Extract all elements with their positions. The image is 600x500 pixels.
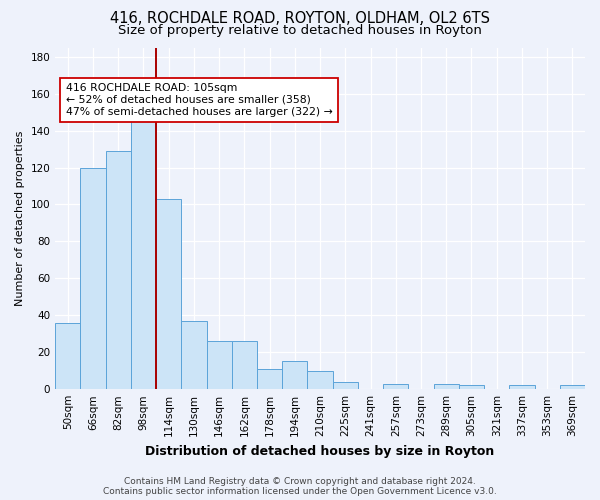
Bar	[131, 122, 156, 389]
Bar	[80, 168, 106, 389]
Bar	[332, 382, 358, 389]
Bar	[282, 362, 307, 389]
Text: 416 ROCHDALE ROAD: 105sqm
← 52% of detached houses are smaller (358)
47% of semi: 416 ROCHDALE ROAD: 105sqm ← 52% of detac…	[66, 84, 332, 116]
Bar	[181, 321, 206, 389]
Bar	[232, 341, 257, 389]
Bar	[106, 151, 131, 389]
Bar	[560, 386, 585, 389]
Bar	[434, 384, 459, 389]
Text: Contains HM Land Registry data © Crown copyright and database right 2024.
Contai: Contains HM Land Registry data © Crown c…	[103, 476, 497, 496]
Bar	[307, 370, 332, 389]
Bar	[55, 322, 80, 389]
Bar	[459, 386, 484, 389]
Bar	[206, 341, 232, 389]
Y-axis label: Number of detached properties: Number of detached properties	[15, 130, 25, 306]
Bar	[156, 199, 181, 389]
Text: 416, ROCHDALE ROAD, ROYTON, OLDHAM, OL2 6TS: 416, ROCHDALE ROAD, ROYTON, OLDHAM, OL2 …	[110, 11, 490, 26]
Bar	[509, 386, 535, 389]
X-axis label: Distribution of detached houses by size in Royton: Distribution of detached houses by size …	[145, 444, 495, 458]
Bar	[383, 384, 409, 389]
Text: Size of property relative to detached houses in Royton: Size of property relative to detached ho…	[118, 24, 482, 37]
Bar	[257, 369, 282, 389]
